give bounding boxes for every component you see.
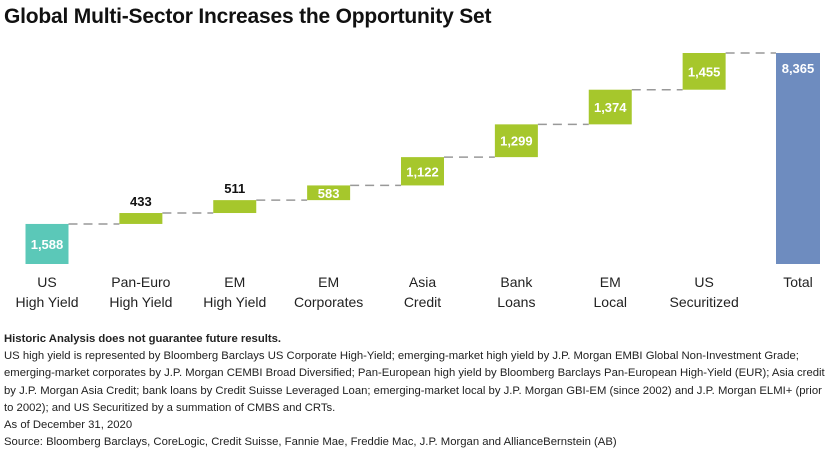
total-bar — [776, 53, 820, 264]
as-of-date: As of December 31, 2020 — [4, 419, 133, 432]
category-label: EM Corporates — [294, 274, 363, 310]
waterfall-chart: 1,588 US High Yield 433 Pan-Euro High Yield 51… — [15, 52, 820, 310]
category-label: EM Local — [594, 274, 627, 310]
footnotes: Historic Analysis does not guarantee fut… — [4, 331, 832, 451]
waterfall-bar — [682, 53, 726, 90]
data-label: 1,455 — [688, 64, 721, 79]
data-label: 1,299 — [500, 134, 533, 149]
data-label: 511 — [224, 181, 245, 196]
category-label: Pan-Euro High Yield — [109, 274, 172, 310]
category-label: Asia Credit — [404, 274, 441, 310]
data-label: 583 — [318, 186, 340, 201]
waterfall-bar — [25, 223, 69, 264]
category-label: Bank Loans — [497, 274, 535, 310]
data-label: 1,588 — [31, 237, 64, 252]
waterfall-bar — [401, 157, 444, 186]
index-definitions: US high yield is represented by Bloomber… — [4, 350, 825, 414]
data-label: 8,365 — [782, 61, 815, 76]
category-label: US High Yield — [15, 274, 78, 310]
disclaimer-text: Historic Analysis does not guarantee fut… — [4, 333, 282, 345]
chart-title: Global Multi-Sector Increases the Opport… — [4, 5, 492, 28]
waterfall-bar — [119, 213, 163, 224]
data-label: 1,374 — [594, 100, 627, 115]
waterfall-bar — [213, 200, 257, 214]
category-label: EM High Yield — [203, 274, 266, 310]
category-label: Total — [783, 274, 813, 290]
waterfall-bar — [588, 89, 632, 125]
source-note: Source: Bloomberg Barclays, CoreLogic, C… — [4, 436, 617, 449]
waterfall-bar — [494, 124, 538, 158]
waterfall-bar — [307, 185, 351, 201]
data-label: 433 — [130, 194, 152, 209]
data-label: 1,122 — [406, 164, 439, 179]
category-label: US Securitized — [669, 274, 738, 310]
